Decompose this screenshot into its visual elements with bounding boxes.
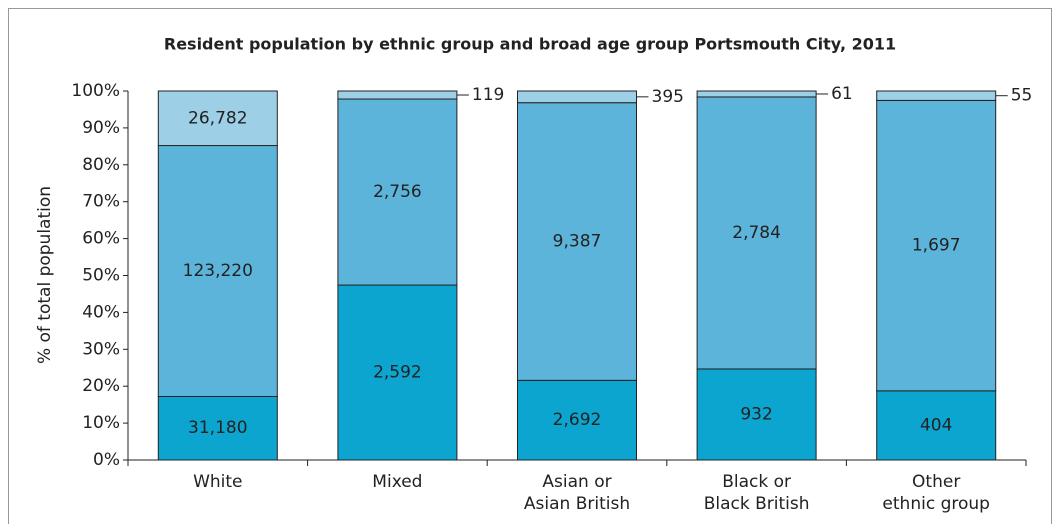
y-tick-label: 80% bbox=[82, 155, 120, 175]
bar-segment bbox=[876, 90, 997, 101]
y-tick-label: 10% bbox=[82, 413, 120, 433]
bar-segment bbox=[517, 90, 637, 104]
bar-segment bbox=[517, 379, 637, 461]
data-label: 404 bbox=[920, 415, 952, 435]
bar-segment bbox=[157, 145, 278, 397]
data-label: 395 bbox=[652, 87, 684, 107]
data-label: 1,697 bbox=[912, 236, 961, 256]
y-tick-label: 60% bbox=[82, 229, 120, 249]
data-label: 2,692 bbox=[553, 410, 602, 430]
data-label: 61 bbox=[831, 84, 853, 104]
x-tick-label: Black or bbox=[722, 472, 791, 492]
data-label: 119 bbox=[472, 85, 504, 105]
y-tick-label: 20% bbox=[82, 376, 120, 396]
x-tick-label: Other bbox=[912, 472, 960, 492]
y-tick-label: 100% bbox=[71, 81, 120, 101]
x-tick-label: ethnic group bbox=[882, 494, 990, 514]
bar-segment bbox=[337, 98, 458, 286]
data-label: 2,756 bbox=[373, 182, 422, 202]
data-label: 932 bbox=[740, 404, 772, 424]
bar-segment bbox=[517, 102, 637, 381]
y-tick-label: 50% bbox=[82, 266, 120, 286]
x-tick-label: Asian British bbox=[524, 494, 630, 514]
data-label: 31,180 bbox=[188, 418, 247, 438]
bar-segment bbox=[337, 284, 458, 461]
x-tick-label: White bbox=[193, 472, 242, 492]
bar-segment bbox=[157, 395, 278, 461]
y-tick-label: 0% bbox=[93, 450, 120, 470]
x-tick-label: Mixed bbox=[372, 472, 422, 492]
x-tick-label: Asian or bbox=[542, 472, 611, 492]
bar-segment bbox=[337, 90, 458, 100]
y-tick-label: 30% bbox=[82, 339, 120, 359]
data-label: 9,387 bbox=[553, 232, 602, 252]
data-label: 26,782 bbox=[188, 108, 247, 128]
bar-segment bbox=[696, 368, 817, 461]
bar-segment bbox=[157, 90, 278, 147]
data-label: 2,592 bbox=[373, 363, 422, 383]
y-tick-label: 70% bbox=[82, 192, 120, 212]
data-label: 55 bbox=[1011, 86, 1033, 106]
data-label: 123,220 bbox=[183, 261, 253, 281]
y-tick-label: 90% bbox=[82, 118, 120, 138]
data-label: 2,784 bbox=[732, 223, 781, 243]
bar-segment bbox=[876, 390, 997, 461]
x-tick-label: Black British bbox=[704, 494, 810, 514]
bar-segment bbox=[696, 96, 817, 370]
y-axis-label: % of total population bbox=[35, 186, 55, 364]
y-tick-label: 40% bbox=[82, 302, 120, 322]
chart-title: Resident population by ethnic group and … bbox=[164, 35, 896, 54]
bar-segment bbox=[876, 99, 997, 392]
bar-segment bbox=[696, 90, 817, 98]
